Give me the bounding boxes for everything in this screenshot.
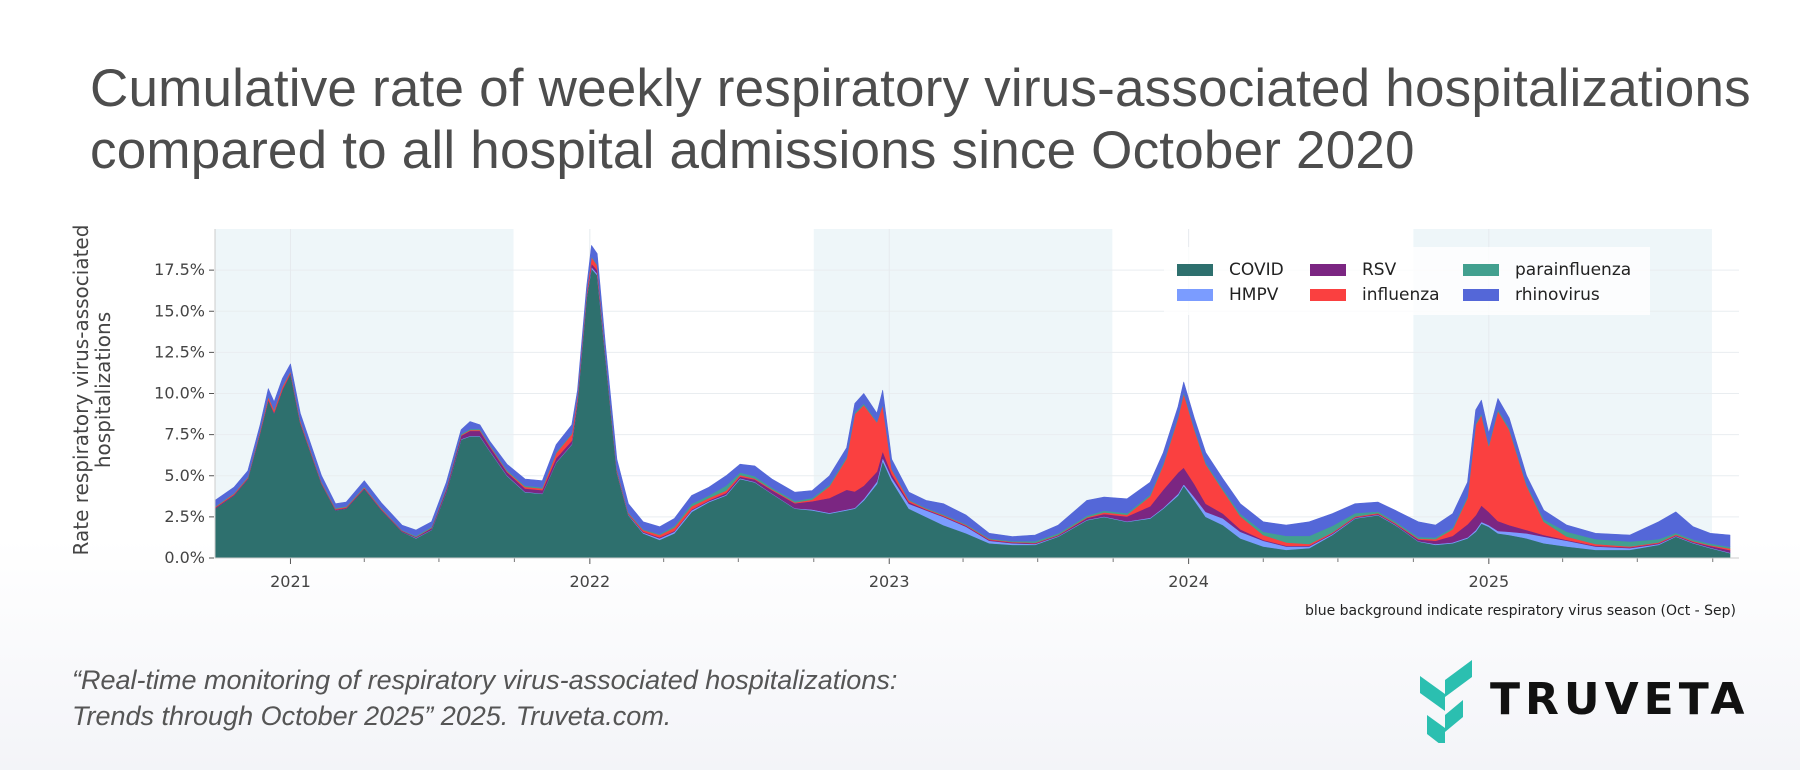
legend-item-influenza[interactable]: influenza <box>1310 285 1440 305</box>
y-tick-label: 15.0% <box>154 301 205 320</box>
legend-label: parainfluenza <box>1515 260 1632 280</box>
x-tick-label: 2022 <box>569 572 610 591</box>
y-tick-label: 0.0% <box>164 548 205 567</box>
axes: 0.0% 2.5% 5.0% 7.5% 10.0% 12.5% 15.0% 17.5% 2021… <box>154 229 1739 591</box>
y-tick-label: 2.5% <box>164 507 205 526</box>
legend-swatch <box>1177 289 1213 301</box>
legend-label: rhinovirus <box>1515 285 1600 305</box>
legend-item-rsv[interactable]: RSV <box>1310 260 1396 280</box>
y-tick-label: 12.5% <box>154 342 205 361</box>
citation-line-1: “Real-time monitoring of respiratory vir… <box>72 665 898 695</box>
stacked-areas <box>214 245 1731 559</box>
chart-title: Cumulative rate of weekly respiratory vi… <box>90 58 1751 182</box>
legend-item-rhinovirus[interactable]: rhinovirus <box>1463 285 1600 305</box>
title-line-2: compared to all hospital admissions sinc… <box>90 121 1415 180</box>
citation: “Real-time monitoring of respiratory vir… <box>72 662 897 734</box>
area-rhinovirus <box>214 245 1731 548</box>
y-axis-title: Rate respiratory virus-associated hospit… <box>69 220 115 560</box>
y-tick-label: 7.5% <box>164 425 205 444</box>
y-tick-label: 17.5% <box>154 260 205 279</box>
y-tick-label: 10.0% <box>154 384 205 403</box>
legend-swatch <box>1310 264 1346 276</box>
y-axis-title-line-1: Rate respiratory virus-associated <box>69 224 93 556</box>
y-axis-title-line-2: hospitalizations <box>91 311 115 469</box>
x-tick-label: 2024 <box>1168 572 1209 591</box>
legend-label: influenza <box>1362 285 1440 305</box>
x-tick-label: 2023 <box>869 572 910 591</box>
legend-swatch <box>1463 289 1499 301</box>
y-tick-label: 5.0% <box>164 466 205 485</box>
legend-item-hmpv[interactable]: HMPV <box>1177 285 1278 305</box>
legend-label: HMPV <box>1229 285 1279 305</box>
title-line-1: Cumulative rate of weekly respiratory vi… <box>90 59 1751 118</box>
x-tick-label: 2025 <box>1468 572 1509 591</box>
truveta-chevron-icon <box>1420 660 1472 748</box>
truveta-logo: TRUVETA <box>1418 648 1750 748</box>
x-tick-label: 2021 <box>270 572 311 591</box>
logo-text: TRUVETA <box>1490 674 1750 725</box>
legend-label: RSV <box>1362 260 1397 280</box>
legend-item-parainfluenza[interactable]: parainfluenza <box>1463 260 1631 280</box>
season-note: blue background indicate respiratory vir… <box>1304 603 1736 619</box>
legend-item-covid[interactable]: COVID <box>1177 260 1284 280</box>
citation-line-2: Trends through October 2025” 2025. Truve… <box>72 701 672 731</box>
legend-swatch <box>1463 264 1499 276</box>
legend-swatch <box>1177 264 1213 276</box>
legend-label: COVID <box>1229 260 1284 280</box>
legend-swatch <box>1310 289 1346 301</box>
legend: COVID HMPV RSV influenza parainfluenza r… <box>1164 247 1650 315</box>
